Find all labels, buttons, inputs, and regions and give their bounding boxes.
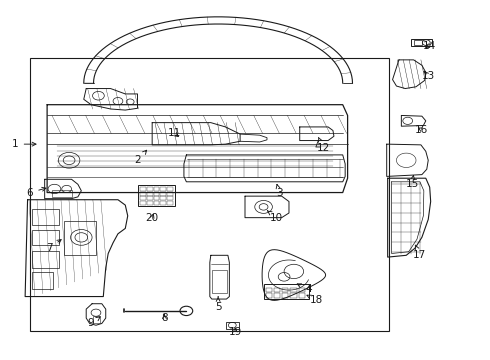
Bar xyxy=(411,39,432,46)
Bar xyxy=(299,293,305,298)
Bar xyxy=(167,201,173,205)
Bar xyxy=(282,288,289,292)
Bar xyxy=(32,251,59,268)
Bar xyxy=(264,284,309,299)
Bar xyxy=(212,270,227,293)
Bar xyxy=(52,190,72,197)
Bar xyxy=(154,197,159,201)
Bar xyxy=(167,187,173,191)
Bar xyxy=(32,230,59,245)
Bar xyxy=(160,197,166,201)
Bar xyxy=(291,288,297,292)
Text: 16: 16 xyxy=(415,125,428,135)
Bar xyxy=(147,187,153,191)
Text: 12: 12 xyxy=(317,138,330,153)
Bar xyxy=(30,58,389,330)
Bar xyxy=(299,288,305,292)
Text: 19: 19 xyxy=(229,327,242,337)
Bar xyxy=(93,316,100,323)
Bar xyxy=(147,192,153,196)
Bar xyxy=(167,197,173,201)
Text: 1: 1 xyxy=(12,139,36,149)
Bar xyxy=(160,187,166,191)
Bar xyxy=(266,293,272,298)
Text: 4: 4 xyxy=(297,284,312,294)
Bar xyxy=(154,201,159,205)
Bar xyxy=(282,293,289,298)
Bar xyxy=(291,293,297,298)
Text: 11: 11 xyxy=(168,129,181,138)
Bar xyxy=(139,185,175,206)
Text: 2: 2 xyxy=(134,150,147,165)
Text: 13: 13 xyxy=(421,71,435,81)
Text: 17: 17 xyxy=(413,245,427,260)
Bar xyxy=(160,201,166,205)
Bar xyxy=(64,221,96,255)
Text: 7: 7 xyxy=(46,240,61,253)
Text: 5: 5 xyxy=(215,297,221,312)
Bar xyxy=(226,321,239,329)
Text: 9: 9 xyxy=(88,317,100,328)
Bar xyxy=(154,187,159,191)
Text: 8: 8 xyxy=(161,313,168,323)
Bar xyxy=(266,288,272,292)
Text: 18: 18 xyxy=(307,295,323,305)
Bar xyxy=(274,288,280,292)
Bar xyxy=(32,272,53,289)
Bar xyxy=(32,209,59,225)
Text: 14: 14 xyxy=(423,41,436,50)
Bar xyxy=(140,201,146,205)
Bar xyxy=(140,187,146,191)
Bar xyxy=(147,197,153,201)
Bar xyxy=(160,192,166,196)
Text: 3: 3 xyxy=(276,184,283,198)
Text: 6: 6 xyxy=(26,187,46,198)
Bar xyxy=(147,201,153,205)
Text: 10: 10 xyxy=(268,211,283,222)
Bar xyxy=(274,293,280,298)
Bar xyxy=(140,192,146,196)
Text: 20: 20 xyxy=(146,213,159,222)
Text: 15: 15 xyxy=(406,175,419,189)
Bar xyxy=(140,197,146,201)
Bar xyxy=(167,192,173,196)
Bar xyxy=(154,192,159,196)
Bar xyxy=(414,40,422,45)
